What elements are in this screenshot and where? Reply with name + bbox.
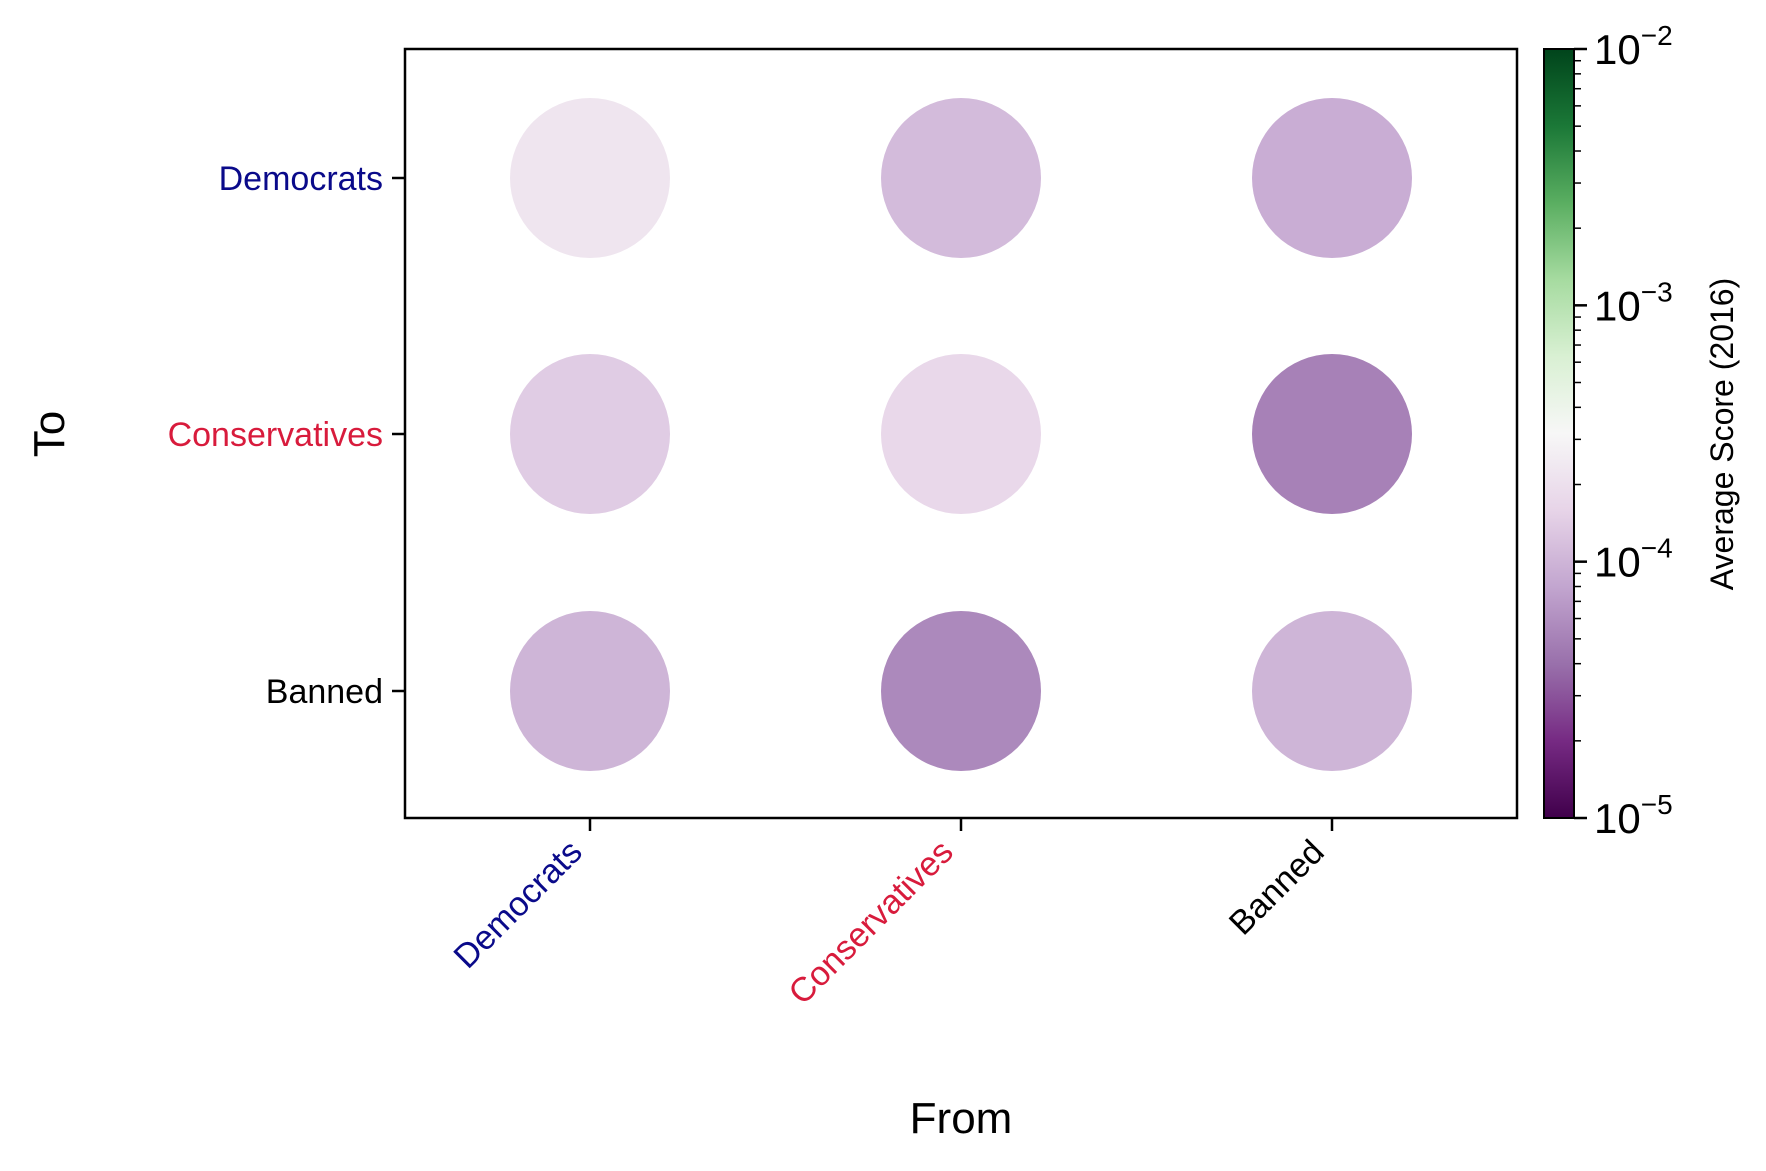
x-tick-label: Conservatives [781, 833, 960, 1012]
colorbar-tick-label: 10−3 [1594, 276, 1673, 329]
bubble-conservatives-to-banned [881, 611, 1041, 771]
bubble-democrats-to-banned [510, 611, 670, 771]
y-tick-label: Democrats [219, 160, 383, 198]
colorbar-tick-label: 10−2 [1594, 20, 1673, 73]
colorbar-ticks: 10−2 10−3 10−4 10−5 [1574, 20, 1673, 842]
bubble-banned-to-democrats [1252, 98, 1412, 258]
bubble-conservatives-to-democrats [881, 98, 1041, 258]
bubble-conservatives-to-conservatives [881, 354, 1041, 514]
bubble-banned-to-conservatives [1252, 354, 1412, 514]
y-axis: Democrats Conservatives Banned [168, 160, 405, 711]
bubble-democrats-to-democrats [510, 98, 670, 258]
y-tick-label: Conservatives [168, 416, 383, 454]
bubble-democrats-to-conservatives [510, 354, 670, 514]
x-axis-title: From [910, 1094, 1013, 1143]
bubble-banned-to-banned [1252, 611, 1412, 771]
colorbar-tick-label: 10−5 [1594, 789, 1673, 842]
bubble-layer [510, 98, 1412, 771]
x-tick-label: Democrats [447, 833, 590, 976]
colorbar-tick-label: 10−4 [1594, 533, 1673, 586]
x-axis: Democrats Conservatives Banned [447, 818, 1334, 1012]
colorbar-gradient [1543, 48, 1575, 819]
colorbar-label: Average Score (2016) [1704, 278, 1740, 590]
x-tick-label: Banned [1222, 833, 1332, 943]
y-tick-label: Banned [266, 673, 383, 711]
y-axis-title: To [25, 411, 74, 457]
